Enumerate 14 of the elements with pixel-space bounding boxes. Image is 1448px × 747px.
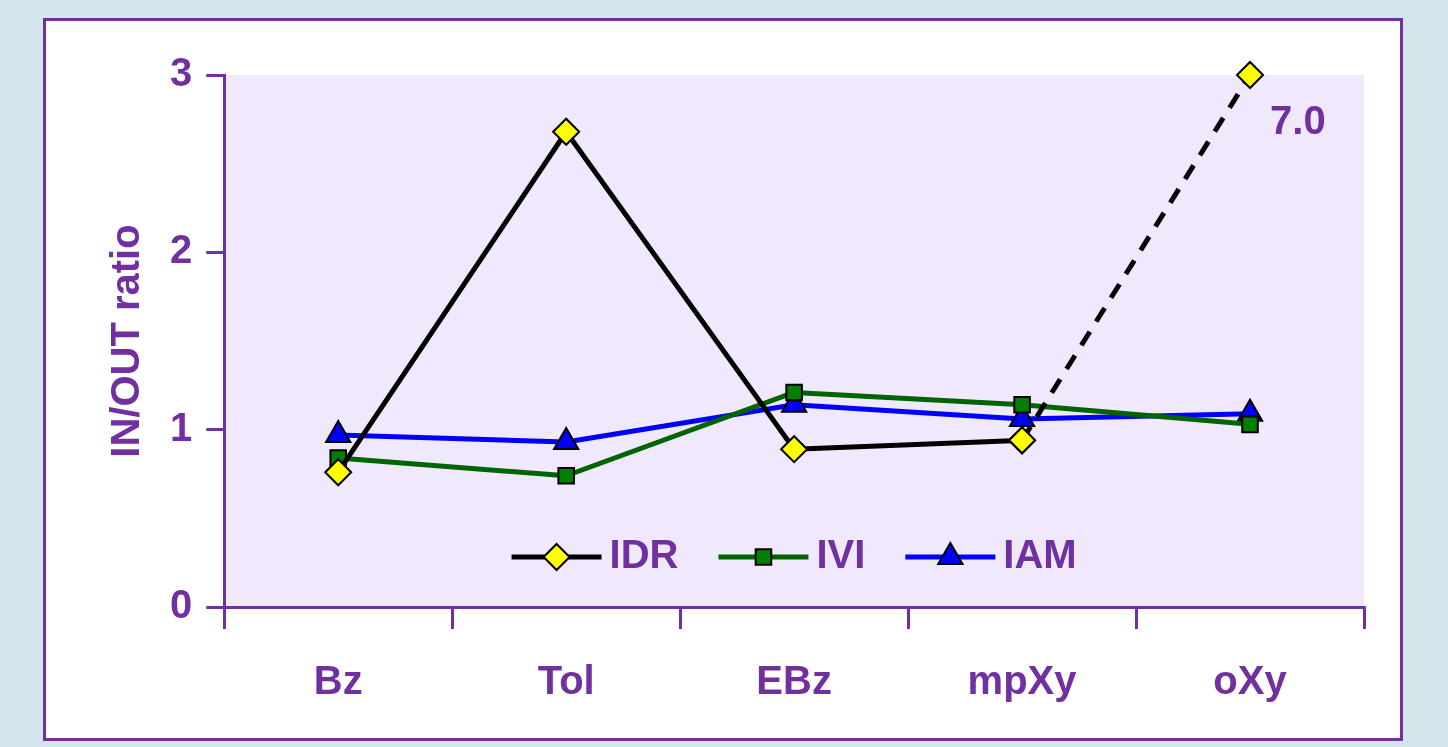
x-tick-label: Tol [537, 658, 595, 703]
x-tick-label: Bz [313, 658, 363, 703]
y-tick-label: 2 [170, 227, 193, 272]
x-tick-label: EBz [756, 658, 832, 703]
x-tick-label: oXy [1213, 658, 1288, 703]
y-axis-title: IN/OUT ratio [103, 224, 148, 458]
y-tick-label: 0 [170, 582, 193, 627]
legend-label: IVI [816, 532, 866, 577]
x-tick-label: mpXy [967, 658, 1078, 703]
legend-label: IAM [1003, 532, 1077, 577]
legend-label: IDR [609, 532, 679, 577]
y-tick-label: 1 [170, 404, 193, 449]
y-tick-label: 3 [170, 50, 193, 95]
annotation: 7.0 [1270, 98, 1326, 143]
